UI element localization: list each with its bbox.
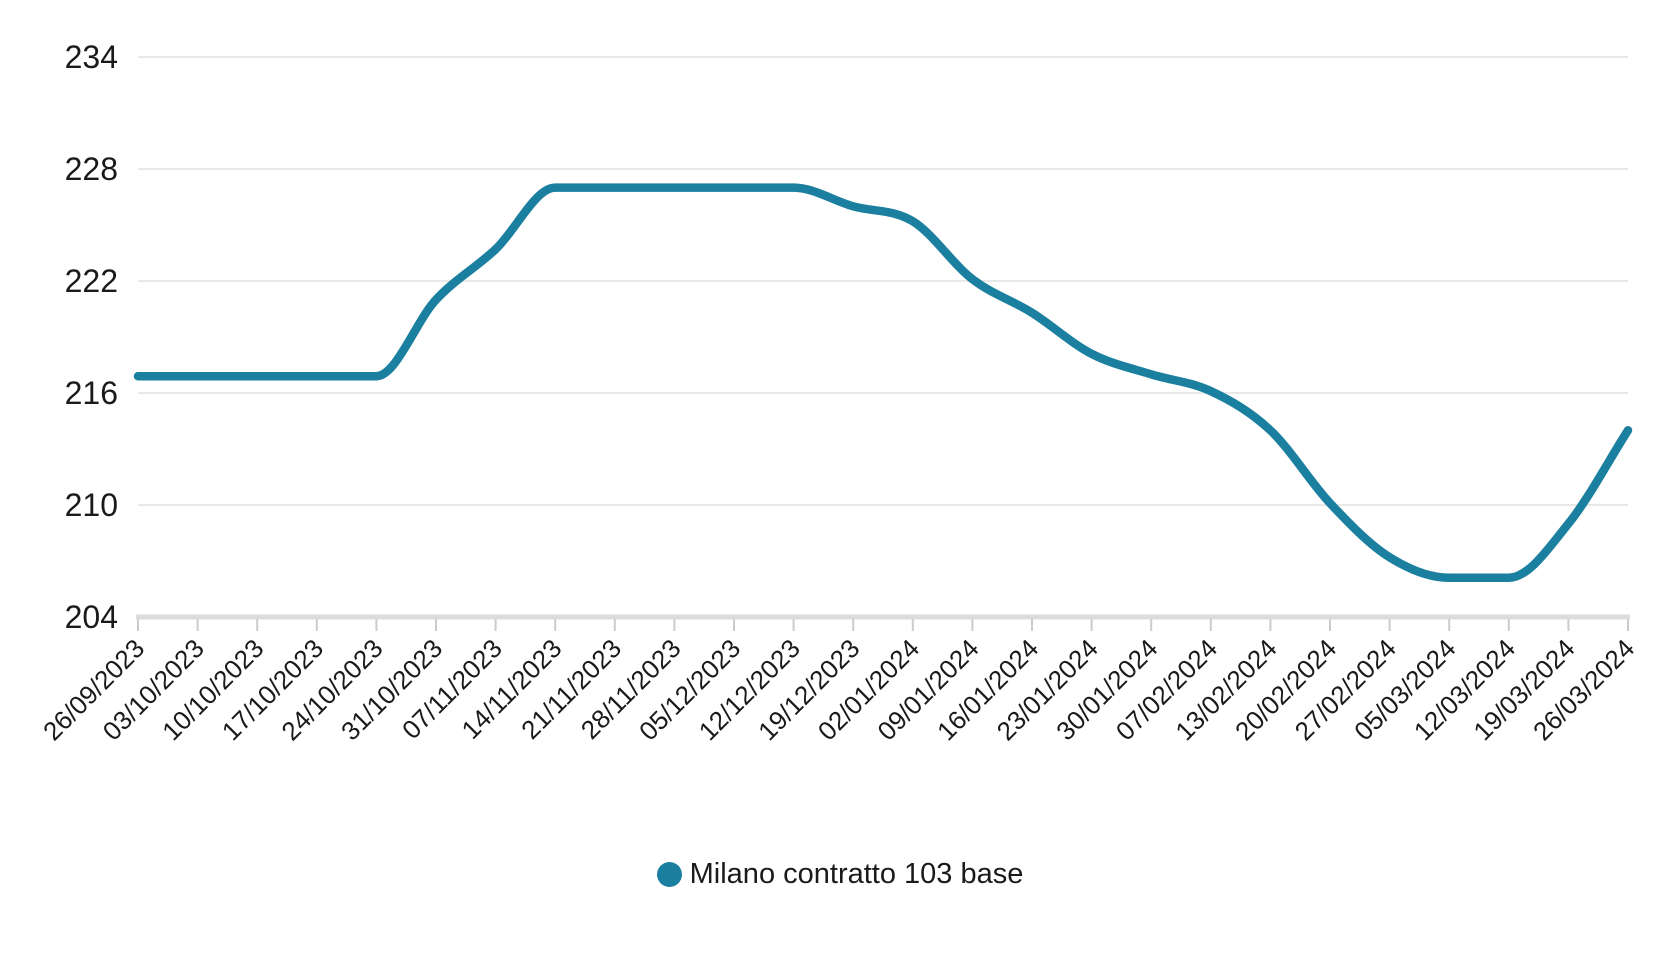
line-chart-canvas: 20421021622222823426/09/202303/10/202310… <box>37 39 1640 746</box>
y-axis-label: 228 <box>65 151 118 187</box>
y-axis-label: 222 <box>65 263 118 299</box>
y-axis-label: 216 <box>65 375 118 411</box>
y-axis-label: 234 <box>65 39 118 75</box>
legend-label: Milano contratto 103 base <box>689 858 1024 890</box>
series-line <box>133 183 1633 583</box>
y-axis-label: 204 <box>65 599 118 635</box>
y-axis-label: 210 <box>65 487 118 523</box>
legend-marker-icon <box>656 862 682 887</box>
legend: Milano contratto 103 base <box>0 858 1680 891</box>
